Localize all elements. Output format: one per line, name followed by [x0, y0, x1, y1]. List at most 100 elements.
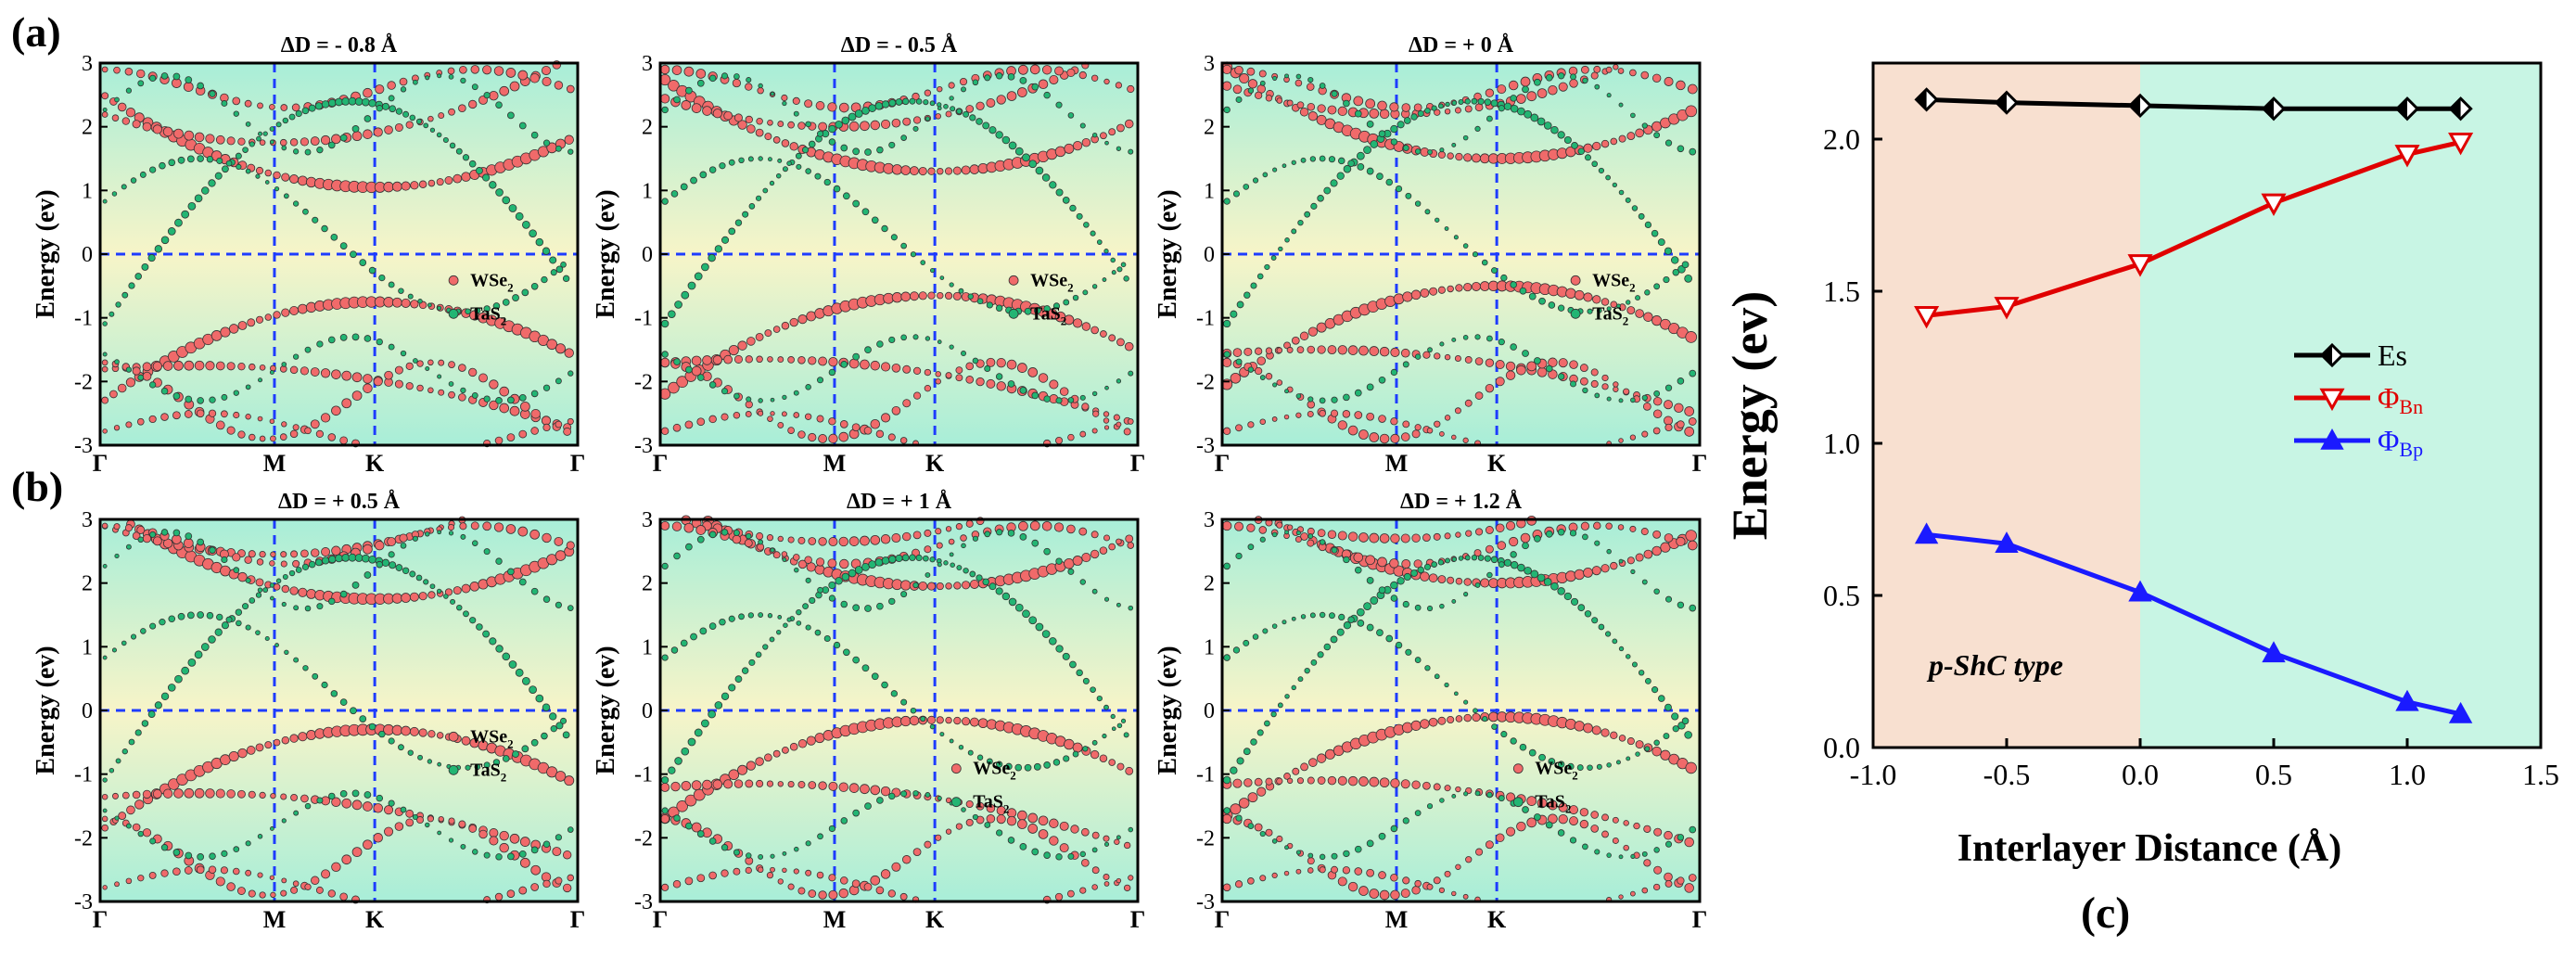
tas2-band-marker [137, 830, 145, 838]
legend-marker [1008, 308, 1019, 319]
tas2-band-marker [398, 744, 404, 751]
wse2-valence-band-marker [952, 291, 962, 300]
wse2-conduction-band-marker [1299, 108, 1309, 117]
tas2-band-marker [221, 850, 228, 857]
tas2-band-marker [1534, 357, 1541, 364]
tas2-band-marker [363, 791, 372, 799]
tas2-metallic-band-marker [1563, 592, 1573, 601]
tas2-band-marker [359, 259, 367, 266]
tas2-metallic-band-marker [1236, 757, 1244, 765]
wse2-conduction-band-marker [529, 73, 540, 83]
wse2-valence-band-marker [1660, 749, 1671, 761]
wse2-valence-band-marker [148, 871, 157, 879]
wse2-valence-band-marker [937, 291, 944, 300]
wse2-conduction-band-marker [351, 131, 363, 142]
wse2-conduction-band-marker [1537, 88, 1548, 98]
tas2-metallic-band-marker [776, 629, 782, 635]
tas2-metallic-band-marker [415, 118, 423, 125]
tas2-band-marker [530, 738, 539, 747]
wse2-valence-band-marker [851, 879, 861, 889]
wse2-valence-band-marker [797, 739, 808, 748]
wse2-valence-band-marker [101, 815, 108, 823]
tas2-band-marker [281, 601, 287, 607]
wse2-valence-band-marker [1259, 418, 1267, 425]
tas2-band-marker [833, 641, 841, 649]
x-tick-label: -1.0 [1850, 758, 1897, 791]
wse2-conduction-band-marker [1437, 575, 1447, 584]
wse2-conduction-band-marker [418, 592, 427, 601]
tas2-band-marker [1630, 397, 1636, 403]
tas2-band-marker [1079, 850, 1086, 858]
tas2-band-marker [495, 557, 503, 565]
tas2-band-marker [233, 110, 239, 117]
wse2-valence-band-marker [142, 371, 152, 381]
wse2-valence-band-marker [509, 833, 520, 844]
wse2-valence-band-marker [1583, 722, 1593, 734]
wse2-valence-band-marker [1283, 414, 1290, 420]
wse2-conduction-band-marker [1516, 94, 1526, 104]
tas2-metallic-band-marker [442, 136, 449, 144]
wse2-valence-band-marker [1379, 346, 1390, 357]
wse2-conduction-band-marker [945, 110, 952, 118]
tas2-metallic-band-marker [389, 561, 397, 569]
tas2-metallic-band-marker [1330, 179, 1338, 187]
tas2-metallic-band-marker [755, 195, 762, 201]
tas2-band-marker [1223, 351, 1231, 358]
tas2-band-marker [1644, 289, 1651, 296]
wse2-conduction-band-marker [792, 554, 800, 561]
tas2-band-marker [518, 393, 527, 402]
wse2-valence-band-marker [902, 364, 912, 374]
wse2-valence-band-marker [1390, 347, 1400, 357]
tas2-band-marker [1331, 90, 1338, 97]
tas2-metallic-band-marker [262, 587, 269, 594]
k-point-label: Γ [1130, 450, 1146, 477]
wse2-valence-band-marker [782, 867, 787, 874]
wse2-conduction-band-marker [363, 129, 373, 139]
tas2-band-marker [316, 603, 324, 610]
tas2-metallic-band-marker [915, 554, 923, 562]
wse2-valence-band-marker [746, 337, 756, 346]
k-point-label: M [263, 906, 287, 933]
tas2-band-marker [407, 749, 414, 756]
tas2-band-marker [225, 160, 233, 167]
k-point-label: M [823, 450, 847, 477]
legend-marker [950, 763, 962, 774]
tas2-band-marker [1567, 762, 1575, 771]
wse2-conduction-band-marker [891, 533, 901, 543]
tas2-band-marker [673, 358, 681, 365]
tas2-metallic-band-marker [848, 112, 857, 121]
wse2-valence-band-marker [764, 329, 772, 338]
tas2-metallic-band-marker [102, 321, 108, 326]
wse2-conduction-band-marker [1049, 74, 1059, 85]
wse2-conduction-band-marker [702, 106, 712, 116]
wse2-valence-band-marker [1337, 420, 1347, 430]
wse2-valence-band-marker [410, 300, 419, 309]
tas2-band-marker [437, 305, 442, 311]
wse2-conduction-band-marker [870, 534, 881, 545]
tas2-metallic-band-marker [1423, 563, 1431, 570]
wse2-valence-band-marker [391, 724, 403, 736]
wse2-valence-band-marker [1100, 330, 1107, 338]
tas2-metallic-band-marker [963, 568, 969, 574]
wse2-valence-band-marker [331, 369, 341, 379]
y-tick-label: 3 [1204, 52, 1215, 76]
wse2-conduction-band-marker [935, 113, 941, 120]
tas2-band-marker [746, 396, 752, 403]
tas2-band-marker [1534, 78, 1541, 86]
tas2-band-marker [495, 853, 503, 861]
tas2-metallic-band-marker [415, 574, 423, 582]
tas2-band-marker [185, 851, 193, 860]
wse2-valence-band-marker [909, 291, 919, 301]
tas2-band-marker [758, 156, 763, 161]
wse2-valence-band-marker [152, 361, 162, 372]
tas2-band-marker [530, 846, 539, 854]
tas2-metallic-band-marker [249, 141, 255, 147]
tas2-band-marker [339, 134, 348, 142]
tas2-metallic-band-marker [1317, 195, 1324, 202]
wse2-valence-band-marker [405, 818, 414, 827]
tas2-band-marker [661, 106, 669, 114]
tas2-band-marker [1557, 528, 1565, 536]
wse2-conduction-band-marker [1064, 143, 1075, 154]
wse2-valence-band-marker [1664, 879, 1673, 888]
tas2-band-marker [172, 529, 181, 537]
